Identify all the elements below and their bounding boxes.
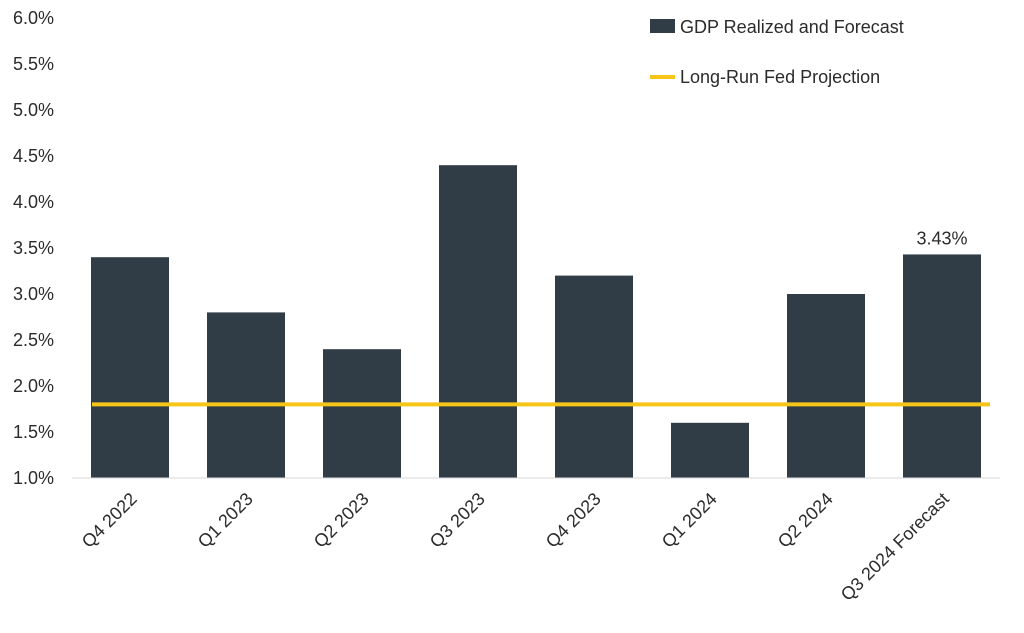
bar-q4-2022 (91, 257, 169, 478)
bar-q2-2024 (787, 294, 865, 478)
bar-q3-2023 (439, 165, 517, 478)
x-axis: Q4 2022 Q1 2023 Q2 2023 Q3 2023 Q4 2023 Q1 20… (78, 489, 953, 605)
legend: GDP Realized and Forecast Long-Run Fed P… (650, 17, 904, 87)
bar-q4-2023 (555, 275, 633, 478)
y-tick-label: 5.5% (13, 54, 54, 74)
bar-q1-2024 (671, 422, 749, 478)
y-tick-label: 4.0% (13, 192, 54, 212)
data-labels: 3.43% (916, 228, 967, 248)
bars (91, 165, 981, 478)
x-tick-label: Q1 2023 (194, 489, 257, 552)
legend-swatch-gdp (650, 19, 675, 33)
x-tick-label: Q2 2023 (310, 489, 373, 552)
y-axis: 1.0% 1.5% 2.0% 2.5% 3.0% 3.5% 4.0% 4.5% 5.0% 5.5%… (13, 8, 54, 488)
y-tick-label: 4.5% (13, 146, 54, 166)
x-tick-label: Q3 2024 Forecast (837, 489, 953, 605)
y-tick-label: 3.0% (13, 284, 54, 304)
x-tick-label: Q2 2024 (774, 489, 837, 552)
data-label: 3.43% (916, 228, 967, 248)
x-tick-label: Q3 2023 (426, 489, 489, 552)
bar-q1-2023 (207, 312, 285, 478)
y-tick-label: 2.0% (13, 376, 54, 396)
legend-label-gdp: GDP Realized and Forecast (680, 17, 904, 37)
legend-label-fed: Long-Run Fed Projection (680, 67, 880, 87)
bar-q3-2024-forecast (903, 254, 981, 478)
y-tick-label: 1.5% (13, 422, 54, 442)
y-tick-label: 6.0% (13, 8, 54, 28)
x-tick-label: Q4 2022 (78, 489, 141, 552)
bar-q2-2023 (323, 349, 401, 478)
y-tick-label: 2.5% (13, 330, 54, 350)
y-tick-label: 5.0% (13, 100, 54, 120)
y-tick-label: 3.5% (13, 238, 54, 258)
x-tick-label: Q4 2023 (542, 489, 605, 552)
y-tick-label: 1.0% (13, 468, 54, 488)
x-tick-label: Q1 2024 (658, 489, 721, 552)
